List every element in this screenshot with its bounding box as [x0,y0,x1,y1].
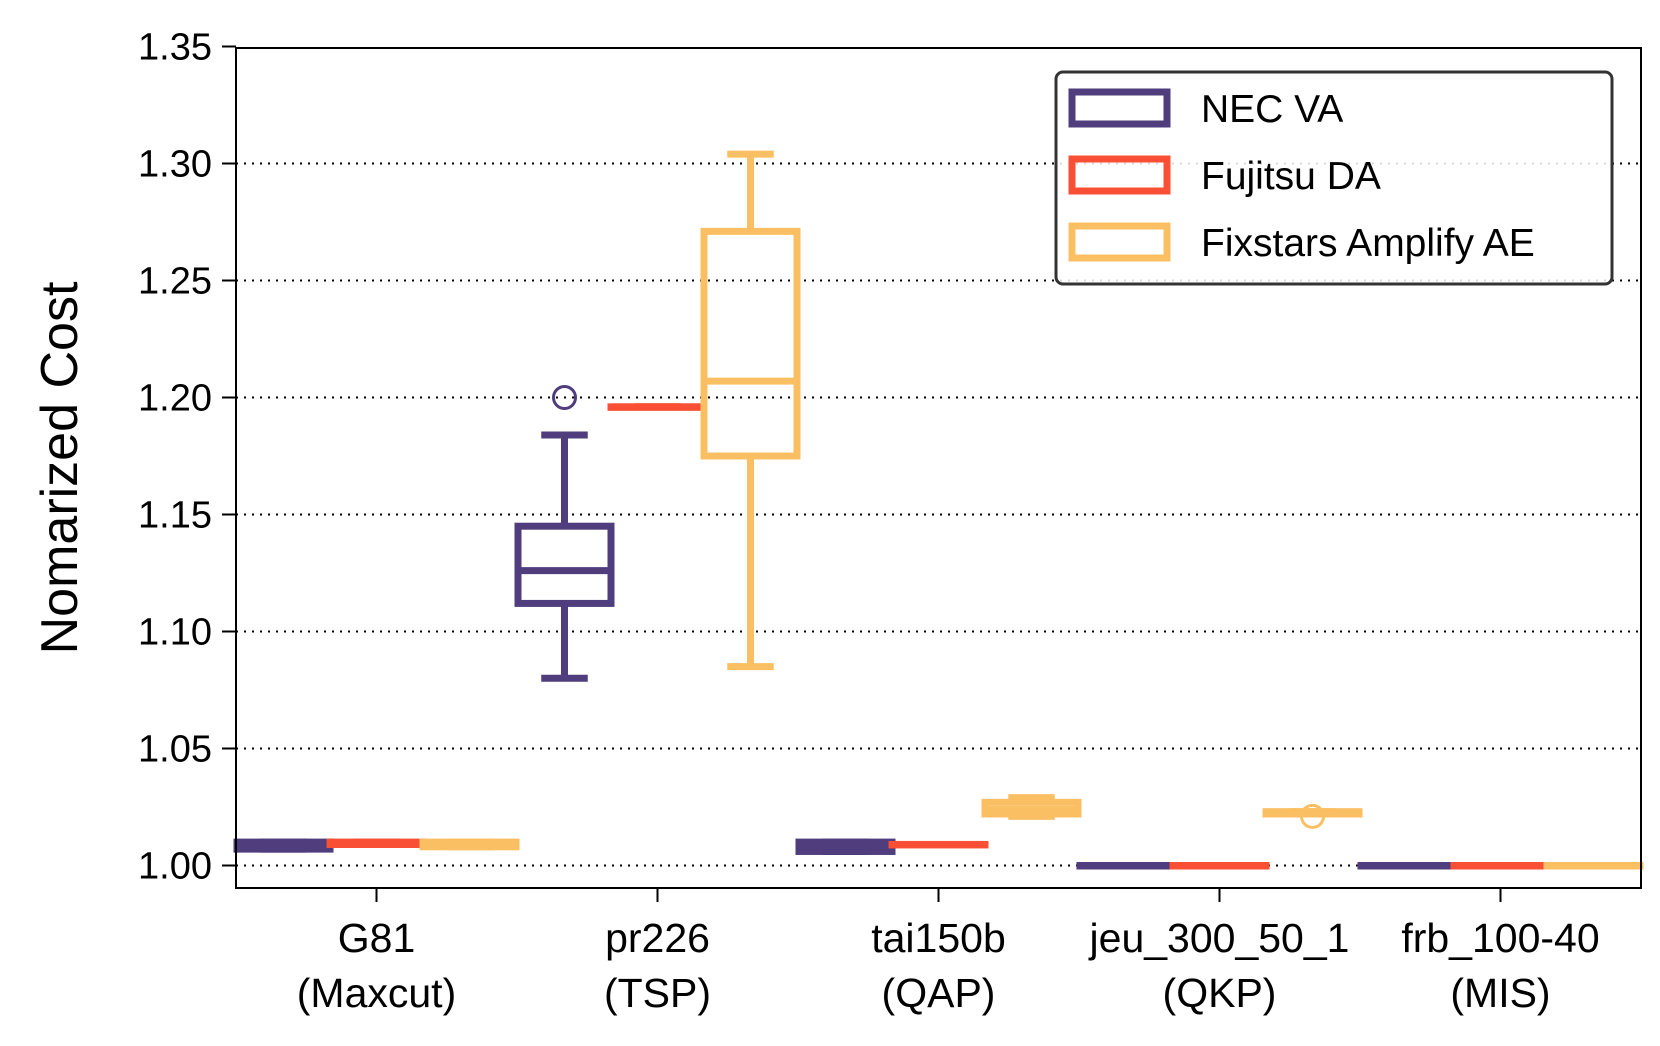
box-fixstars-amplify-ae [981,794,1082,820]
box-fujitsu-da [888,840,989,849]
x-tick-sublabel: (QAP) [882,970,996,1016]
x-tick-sublabel: (QKP) [1163,970,1277,1016]
y-tick-label: 1.10 [138,612,212,654]
y-axis: 1.00 1.05 1.10 1.15 1.20 1.25 1.30 1.35 [138,27,236,888]
box-fixstars-amplify-ae [1262,803,1363,829]
legend-label-fixstars-amplify-ae: Fixstars Amplify AE [1201,222,1535,265]
y-tick-label: 1.15 [138,495,212,537]
box-fixstars-amplify-ae [419,838,520,851]
x-axis: G81 (Maxcut) pr226 (TSP) tai150b (QAP) jeu_300… [297,888,1600,1016]
box-nec-va [514,385,615,682]
y-tick-label: 1.00 [138,846,212,888]
box-body [700,227,801,460]
y-tick-label: 1.20 [138,378,212,420]
y-tick-label: 1.25 [138,261,212,303]
x-tick-label: pr226 [605,915,710,961]
legend-swatch-nec-va [1068,88,1171,128]
x-tick-label: frb_100-40 [1401,915,1599,961]
box-fujitsu-da [326,838,427,848]
legend-label-fujitsu-da: Fujitsu DA [1201,155,1381,198]
box-fujitsu-da [1169,862,1270,870]
x-tick-label: jeu_300_50_1 [1089,915,1350,961]
box-fixstars-amplify-ae [700,150,801,671]
box-fixstars-amplify-ae [1543,862,1644,870]
y-tick-label: 1.05 [138,729,212,771]
y-axis-label: Nomarized Cost [31,281,89,654]
x-tick-sublabel: (TSP) [604,970,711,1016]
x-tick-sublabel: (MIS) [1450,970,1550,1016]
legend-swatch-fujitsu-da [1068,155,1171,195]
box-nec-va [795,838,896,855]
box-body [514,522,615,607]
box-nec-va [233,838,334,853]
outlier-point [552,385,577,410]
legend: NEC VA Fujitsu DA Fixstars Amplify AE [1054,70,1614,286]
box-fujitsu-da [1450,862,1551,870]
plot-area [233,150,1644,870]
legend-label-nec-va: NEC VA [1201,88,1343,131]
y-tick-label: 1.30 [138,144,212,186]
x-tick-label: tai150b [871,915,1006,961]
box-fujitsu-da [607,403,708,411]
box-nec-va [1076,862,1177,870]
x-tick-sublabel: (Maxcut) [297,970,456,1016]
legend-frame [1054,70,1614,286]
outlier-point [1300,803,1325,829]
box-nec-va [1357,862,1458,870]
x-tick-label: G81 [338,915,416,961]
legend-swatch-fixstars-amplify-ae [1068,222,1171,262]
y-tick-label: 1.35 [138,27,212,69]
